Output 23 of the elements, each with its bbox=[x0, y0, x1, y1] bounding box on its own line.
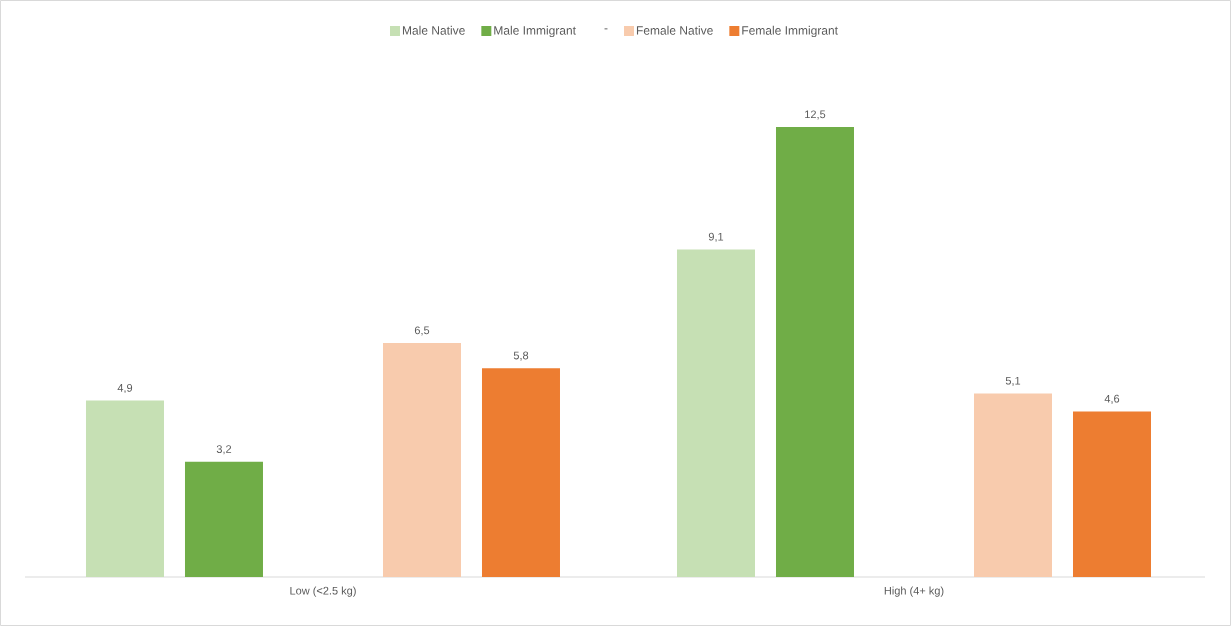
x-tick-label: High (4+ kg) bbox=[884, 586, 944, 597]
data-label: 12,5 bbox=[805, 110, 826, 120]
bar bbox=[184, 461, 263, 577]
bar bbox=[382, 343, 461, 577]
data-label: 4,6 bbox=[1104, 394, 1120, 404]
data-label: 5,1 bbox=[1005, 376, 1021, 386]
bar bbox=[481, 368, 560, 577]
legend-label: Male Native bbox=[402, 25, 465, 35]
bar bbox=[85, 400, 164, 577]
legend-label: Male Immigrant bbox=[494, 25, 576, 38]
bar bbox=[676, 249, 755, 577]
text: - bbox=[604, 28, 608, 30]
data-label: 9,1 bbox=[708, 232, 724, 242]
data-label: 4,9 bbox=[117, 383, 133, 394]
data-label: 5,8 bbox=[513, 351, 529, 361]
bar bbox=[775, 126, 854, 577]
bar bbox=[1073, 411, 1151, 577]
bar bbox=[973, 393, 1052, 577]
data-label: 3,2 bbox=[216, 445, 232, 455]
x-tick-label: Low (<2.5 kg) bbox=[290, 586, 356, 597]
legend-label: Female Immigrant bbox=[742, 25, 838, 38]
data-label: 6,5 bbox=[414, 326, 430, 336]
legend-label: Female Native bbox=[636, 25, 713, 35]
